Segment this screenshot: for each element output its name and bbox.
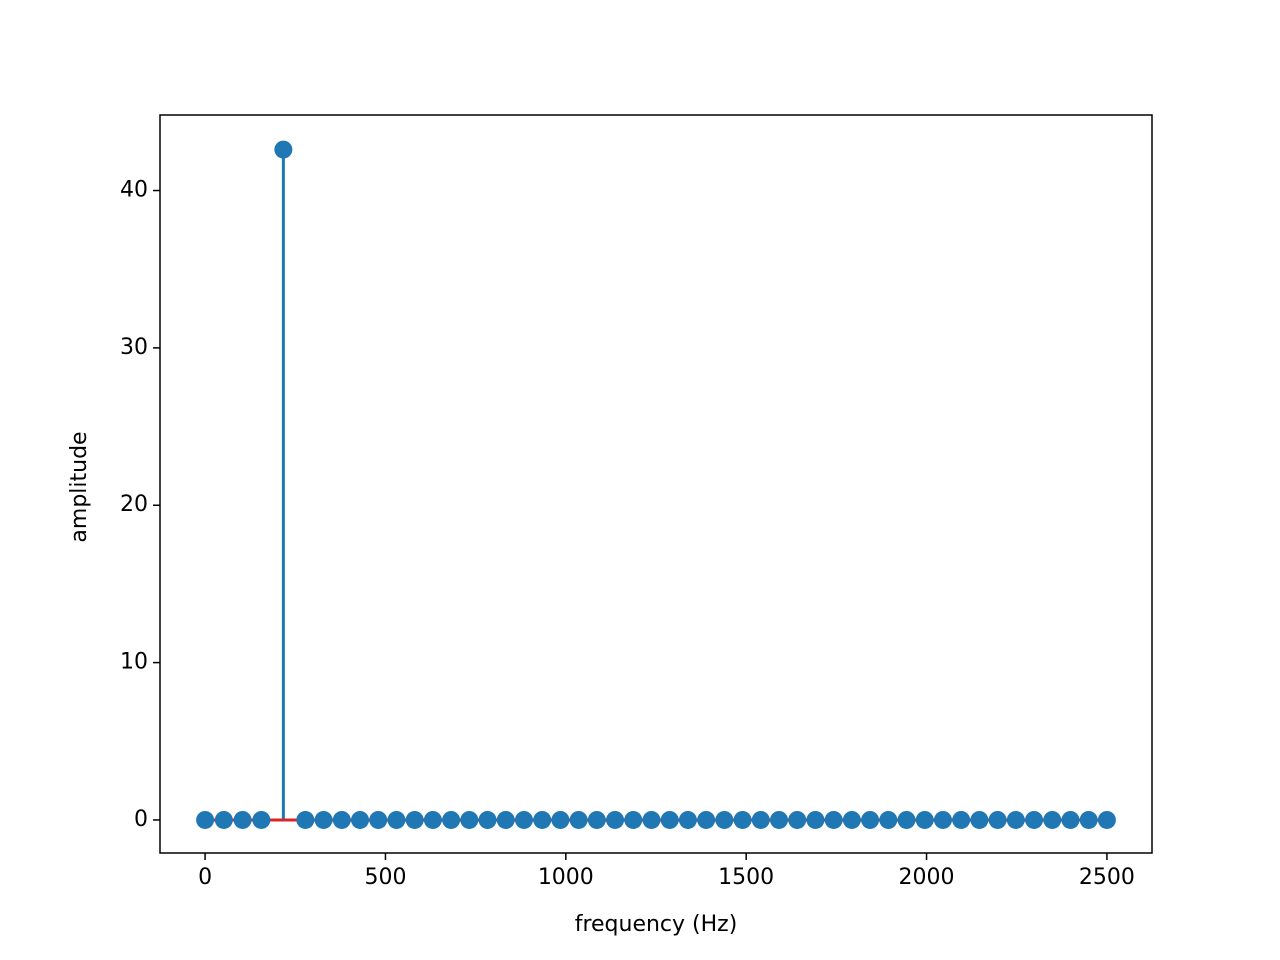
marker xyxy=(988,810,1007,829)
marker xyxy=(933,810,952,829)
marker xyxy=(1097,810,1116,829)
marker xyxy=(196,810,215,829)
axes-frame xyxy=(159,114,1153,854)
marker xyxy=(733,810,752,829)
y-tick-label: 40 xyxy=(120,178,148,203)
y-tick-label: 0 xyxy=(134,807,148,832)
marker xyxy=(214,810,233,829)
marker xyxy=(369,810,388,829)
marker xyxy=(952,810,971,829)
marker xyxy=(314,810,333,829)
marker xyxy=(715,810,734,829)
marker xyxy=(751,810,770,829)
marker xyxy=(405,810,424,829)
y-tick-label: 20 xyxy=(120,492,148,517)
marker xyxy=(624,810,643,829)
marker xyxy=(423,810,442,829)
x-tick-label: 2000 xyxy=(899,865,955,890)
marker xyxy=(1006,810,1025,829)
marker xyxy=(252,810,271,829)
marker xyxy=(788,810,807,829)
x-tick-label: 1500 xyxy=(718,865,774,890)
marker xyxy=(970,810,989,829)
marker xyxy=(824,810,843,829)
marker xyxy=(460,810,479,829)
marker xyxy=(1043,810,1062,829)
marker xyxy=(332,810,351,829)
marker xyxy=(478,810,497,829)
marker xyxy=(296,810,315,829)
marker xyxy=(879,810,898,829)
marker xyxy=(1079,810,1098,829)
marker xyxy=(569,810,588,829)
y-tick-label: 10 xyxy=(120,650,148,675)
marker xyxy=(1061,810,1080,829)
y-axis-label: amplitude xyxy=(67,431,92,542)
marker xyxy=(915,810,934,829)
marker xyxy=(642,810,661,829)
marker xyxy=(442,810,461,829)
marker xyxy=(533,810,552,829)
marker xyxy=(351,810,370,829)
marker xyxy=(697,810,716,829)
marker xyxy=(274,140,293,159)
x-tick-label: 0 xyxy=(198,865,212,890)
y-tick-label: 30 xyxy=(120,335,148,360)
marker xyxy=(233,810,252,829)
marker xyxy=(861,810,880,829)
marker xyxy=(806,810,825,829)
x-tick-label: 2500 xyxy=(1079,865,1135,890)
marker xyxy=(387,810,406,829)
x-tick-label: 500 xyxy=(364,865,406,890)
x-tick-label: 1000 xyxy=(538,865,594,890)
marker xyxy=(842,810,861,829)
marker xyxy=(496,810,515,829)
marker xyxy=(678,810,697,829)
marker xyxy=(660,810,679,829)
marker xyxy=(606,810,625,829)
x-axis-label: frequency (Hz) xyxy=(575,912,738,937)
marker xyxy=(514,810,533,829)
marker xyxy=(1025,810,1044,829)
marker xyxy=(587,810,606,829)
marker xyxy=(770,810,789,829)
marker xyxy=(897,810,916,829)
marker xyxy=(551,810,570,829)
